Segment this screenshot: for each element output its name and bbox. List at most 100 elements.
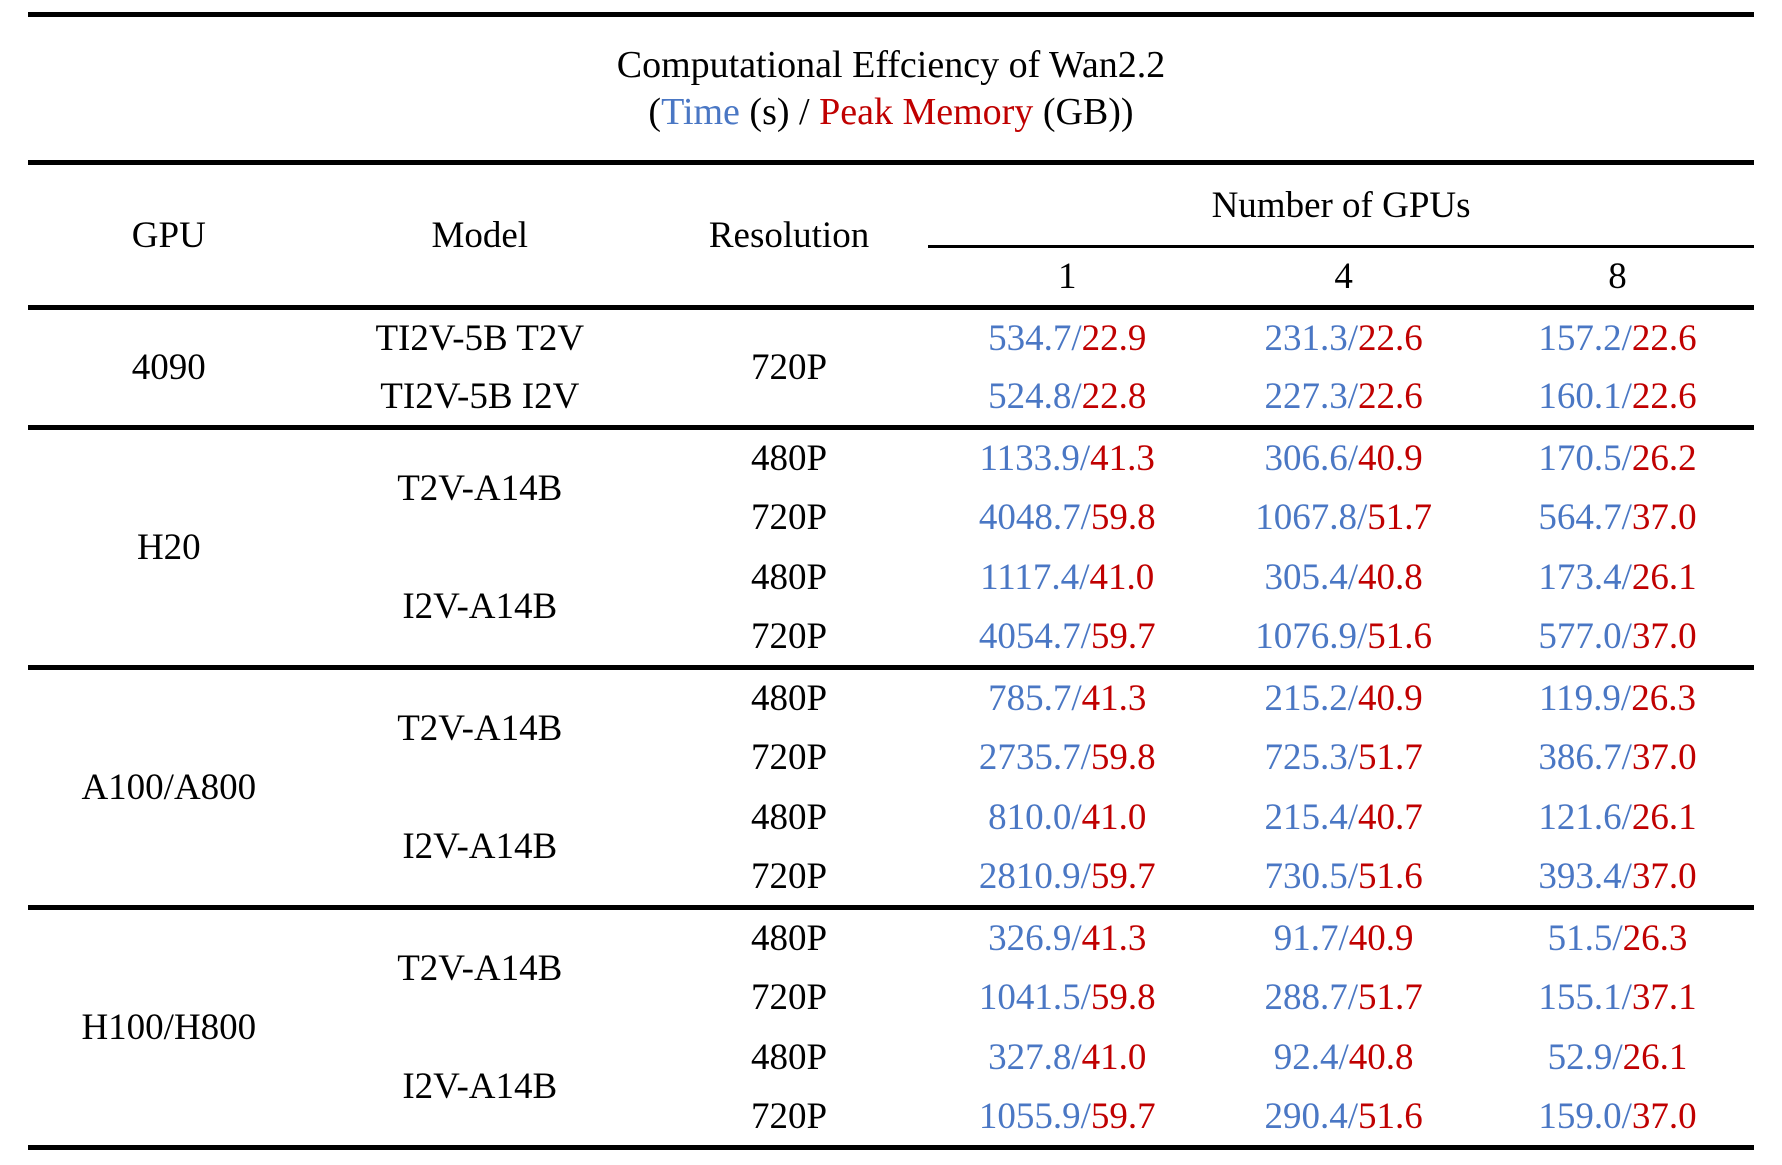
table-cell: 92.4/40.8 <box>1206 1028 1481 1088</box>
memory-value: 41.0 <box>1089 557 1155 598</box>
memory-value: 40.8 <box>1358 557 1423 598</box>
value-separator: / <box>1347 375 1359 417</box>
model-cell: I2V-A14B <box>402 1065 558 1107</box>
memory-value: 40.8 <box>1348 1037 1414 1078</box>
subtitle-prefix: ( <box>648 90 662 133</box>
time-value: 290.4 <box>1264 1095 1348 1137</box>
memory-value: 26.1 <box>1622 1037 1688 1078</box>
value-separator: / <box>1347 797 1359 838</box>
table-cell: 1076.9/51.6 <box>1206 608 1481 668</box>
memory-value: 26.1 <box>1631 557 1697 598</box>
memory-value: 37.0 <box>1631 497 1697 538</box>
time-value: 1133.9 <box>979 438 1080 480</box>
table-title-block: Computational Effciency of Wan2.2 (Time … <box>28 17 1754 160</box>
time-value: 155.1 <box>1538 977 1622 1018</box>
memory-value: 59.8 <box>1090 497 1156 538</box>
time-value: 785.7 <box>988 678 1072 720</box>
resolution-cell: 720P <box>751 615 828 657</box>
resolution-cell: 480P <box>649 425 929 488</box>
table-title: Computational Effciency of Wan2.2 <box>616 43 1166 86</box>
table-cell: 52.9/26.1 <box>1481 1028 1754 1088</box>
value-separator: / <box>1621 737 1632 778</box>
time-value: 1076.9 <box>1255 615 1357 657</box>
table-row: I2V-A14B 480P 327.8/41.0 92.4/40.8 52.9/… <box>28 1028 1754 1107</box>
memory-value: 51.6 <box>1367 615 1433 657</box>
table-row: 720P 4054.7/59.7 1076.9/51.6 577.0/37.0 <box>28 608 1754 668</box>
resolution-cell: 720P <box>751 1095 828 1137</box>
table-cell: 51.5/26.3 <box>1480 905 1754 968</box>
value-separator: / <box>1347 855 1359 897</box>
value-separator: / <box>1621 557 1632 598</box>
time-value: 2810.9 <box>978 855 1081 897</box>
table-row: H100/H800 T2V-A14B 480P 326.9/41.3 91.7/… <box>28 905 1754 1148</box>
time-label: Time <box>661 90 740 133</box>
table-cell: 577.0/37.0 <box>1481 608 1754 668</box>
memory-value: 41.0 <box>1081 797 1147 838</box>
memory-value: 41.3 <box>1081 918 1147 960</box>
model-cell: T2V-A14B <box>309 425 650 548</box>
table-cell: 1055.9/59.7 <box>928 1088 1206 1148</box>
table-row: A100/A800 T2V-A14B 480P 785.7/41.3 215.2… <box>28 665 1754 908</box>
memory-value: 40.9 <box>1358 678 1423 720</box>
top-rule <box>28 12 1754 17</box>
number-of-gpus-header: Number of GPUs <box>928 162 1754 248</box>
table-row: 720P 4048.7/59.8 1067.8/51.7 564.7/37.0 <box>28 488 1754 548</box>
memory-value: 37.1 <box>1631 977 1697 1018</box>
model-column-header: Model <box>309 162 650 310</box>
table-row: 4090 TI2V-5B T2V 720P 534.7/22.9 231.3/2… <box>28 308 1754 388</box>
time-value: 91.7 <box>1273 918 1339 960</box>
time-value: 227.3 <box>1264 375 1348 417</box>
gpu-count-header-4: 4 <box>1206 246 1481 310</box>
table-cell: 288.7/51.7 <box>1206 968 1481 1028</box>
table-cell: 730.5/51.6 <box>1206 848 1481 908</box>
value-separator: / <box>1347 737 1359 778</box>
model-cell: I2V-A14B <box>402 825 558 867</box>
time-value: 157.2 <box>1538 318 1622 360</box>
model-cell: I2V-A14B <box>402 585 558 627</box>
time-value: 288.7 <box>1264 977 1348 1018</box>
value-separator: / <box>1347 557 1359 598</box>
resolution-column-header: Resolution <box>649 162 929 310</box>
memory-value: 41.0 <box>1081 1037 1147 1078</box>
table-cell: 2810.9/59.7 <box>928 848 1206 908</box>
time-value: 159.0 <box>1538 1095 1622 1137</box>
table-cell: 2735.7/59.8 <box>928 728 1206 788</box>
value-separator: / <box>1080 855 1091 897</box>
value-separator: / <box>1347 678 1359 720</box>
time-value: 725.3 <box>1264 737 1348 778</box>
memory-value: 37.0 <box>1631 1095 1697 1137</box>
table-row: H20 T2V-A14B 480P 1133.9/41.3 306.6/40.9… <box>28 425 1754 668</box>
subtitle-middle: (s) / <box>739 90 820 133</box>
resolution-cell: 480P <box>751 797 828 838</box>
time-value: 327.8 <box>988 1037 1072 1078</box>
time-value: 1067.8 <box>1255 497 1357 538</box>
table-cell: 290.4/51.6 <box>1206 1088 1481 1148</box>
table-row: 720P 1041.5/59.8 288.7/51.7 155.1/37.1 <box>28 968 1754 1028</box>
time-value: 810.0 <box>988 797 1072 838</box>
memory-value: 59.8 <box>1090 737 1156 778</box>
time-value: 170.5 <box>1538 438 1622 480</box>
value-separator: / <box>1347 438 1359 480</box>
table-cell: 119.9/26.3 <box>1480 665 1754 728</box>
memory-value: 37.0 <box>1631 737 1697 778</box>
value-separator: / <box>1071 678 1082 720</box>
table-cell: 121.6/26.1 <box>1481 788 1754 848</box>
time-value: 2735.7 <box>978 737 1081 778</box>
value-separator: / <box>1080 977 1091 1018</box>
time-value: 215.2 <box>1264 678 1348 720</box>
memory-value: 51.7 <box>1358 737 1423 778</box>
gpu-cell: H20 <box>28 425 310 668</box>
table-cell: 215.2/40.9 <box>1206 665 1481 728</box>
resolution-cell: 720P <box>751 855 828 897</box>
memory-value: 22.6 <box>1631 375 1697 417</box>
time-value: 524.8 <box>988 375 1072 417</box>
time-value: 51.5 <box>1547 918 1613 960</box>
time-value: 534.7 <box>988 318 1072 360</box>
table-cell: 725.3/51.7 <box>1206 728 1481 788</box>
value-separator: / <box>1621 375 1632 417</box>
value-separator: / <box>1621 615 1632 657</box>
value-separator: / <box>1347 977 1359 1018</box>
table-cell: 534.7/22.9 <box>928 308 1206 368</box>
value-separator: / <box>1621 855 1632 897</box>
time-value: 119.9 <box>1539 678 1621 720</box>
